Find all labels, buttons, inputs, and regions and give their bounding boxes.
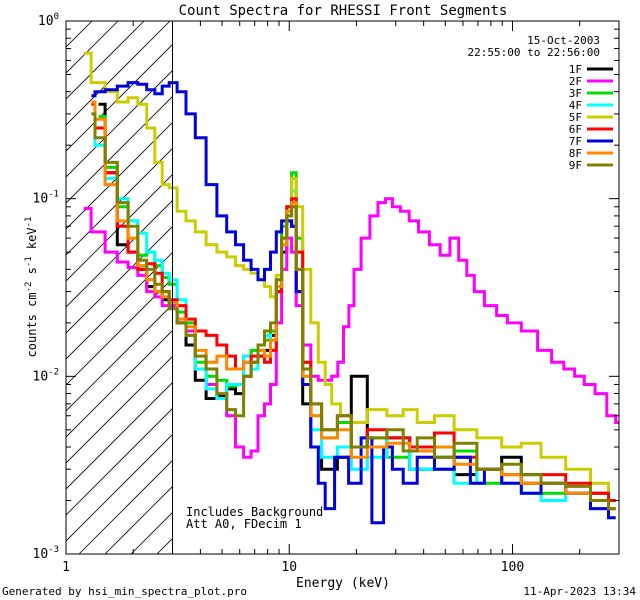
series-layer <box>83 51 619 525</box>
hatch-line <box>66 21 93 48</box>
chart-title: Count Spectra for RHESSI Front Segments <box>179 3 508 19</box>
x-tick-label: 10 <box>281 560 297 575</box>
hatch-line <box>66 69 173 178</box>
legend-label: 1F <box>569 63 582 76</box>
x-tick-label: 100 <box>501 560 524 575</box>
hatch-line <box>78 459 173 554</box>
legend-label: 3F <box>569 87 582 100</box>
x-axis-label: Energy (keV) <box>296 576 390 591</box>
hatch-line <box>66 433 173 542</box>
y-axis-label: counts cm-2 s-1 keV-1 <box>24 217 39 358</box>
y-tick-label: 10-3 <box>33 545 60 562</box>
hatch-line <box>66 381 173 490</box>
legend-label: 6F <box>569 123 582 136</box>
x-tick-labels: 1 10 100 <box>62 560 524 575</box>
axis-ticks <box>65 20 620 555</box>
legend-label: 5F <box>569 111 582 124</box>
series-9F <box>91 112 616 511</box>
series-7F <box>91 81 616 525</box>
hatch-line <box>66 303 173 412</box>
note-attenuator: Att A0, FDecim 1 <box>186 517 302 531</box>
hatch-line <box>66 21 171 126</box>
legend-label: 7F <box>569 135 582 148</box>
hatch-line <box>156 537 173 554</box>
series-4F <box>91 112 616 511</box>
observation-time-range: 22:55:00 to 22:56:00 <box>468 46 600 59</box>
hatch-line <box>66 329 173 438</box>
x-tick-label: 1 <box>62 560 70 575</box>
legend-label: 2F <box>569 75 582 88</box>
legend-label: 9F <box>569 159 582 172</box>
observation-date: 15-Oct-2003 <box>527 34 600 47</box>
plot-frame <box>65 20 620 555</box>
y-tick-label: 100 <box>38 12 59 29</box>
hatch-line <box>66 21 119 74</box>
footer-timestamp: 11-Apr-2023 13:34 <box>523 585 636 598</box>
hatch-line <box>66 251 173 360</box>
hatch-line <box>66 277 173 386</box>
footer-generator: Generated by hsi_min_spectra_plot.pro <box>2 585 247 598</box>
legend-label: 8F <box>569 147 582 160</box>
y-tick-label: 10-1 <box>33 190 60 207</box>
hatch-line <box>66 95 173 204</box>
hatch-line <box>66 225 173 334</box>
hatch-line <box>66 199 173 308</box>
y-tick-label: 10-2 <box>33 367 60 384</box>
hatch-line <box>66 43 173 152</box>
y-tick-labels: 100 10-1 10-2 10-3 <box>33 12 60 562</box>
hatch-line <box>66 407 173 516</box>
hatch-line <box>66 355 173 464</box>
legend-label: 4F <box>569 99 582 112</box>
note-background: Includes Background <box>186 505 323 519</box>
